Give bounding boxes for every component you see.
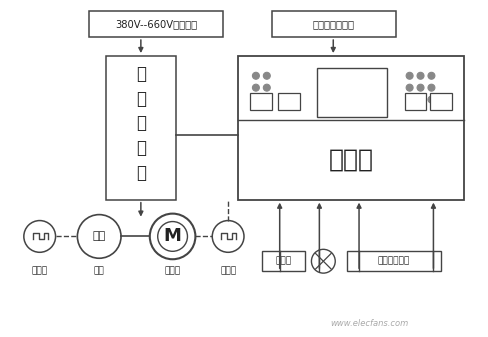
Circle shape bbox=[158, 221, 187, 251]
Circle shape bbox=[264, 72, 270, 79]
Text: 变: 变 bbox=[136, 65, 146, 83]
Circle shape bbox=[78, 215, 121, 258]
Circle shape bbox=[428, 96, 435, 103]
Bar bbox=[272, 11, 396, 37]
Circle shape bbox=[212, 221, 244, 252]
Circle shape bbox=[150, 214, 195, 259]
Text: 滚筒: 滚筒 bbox=[93, 232, 106, 241]
Circle shape bbox=[417, 84, 424, 91]
Text: www.elecfans.com: www.elecfans.com bbox=[330, 319, 408, 328]
Text: 编码器: 编码器 bbox=[220, 267, 236, 276]
Circle shape bbox=[417, 96, 424, 103]
Text: 主控台: 主控台 bbox=[328, 148, 374, 172]
Circle shape bbox=[417, 72, 424, 79]
Bar bbox=[430, 93, 452, 111]
Text: 调: 调 bbox=[136, 114, 146, 132]
Text: 柜: 柜 bbox=[136, 164, 146, 182]
Bar bbox=[278, 93, 300, 111]
Bar bbox=[347, 251, 441, 271]
Bar bbox=[250, 93, 272, 111]
Text: 速: 速 bbox=[136, 139, 146, 157]
Text: 380V--660V低压电源: 380V--660V低压电源 bbox=[115, 19, 197, 29]
Circle shape bbox=[406, 84, 413, 91]
Bar bbox=[238, 56, 464, 200]
Circle shape bbox=[24, 221, 56, 252]
Text: 液压站: 液压站 bbox=[276, 257, 292, 266]
Circle shape bbox=[428, 72, 435, 79]
Text: 编码器: 编码器 bbox=[32, 267, 48, 276]
Text: M: M bbox=[163, 227, 182, 245]
Text: 主电机: 主电机 bbox=[164, 267, 181, 276]
Circle shape bbox=[264, 84, 270, 91]
Text: 频: 频 bbox=[136, 90, 146, 108]
Circle shape bbox=[264, 96, 270, 103]
Circle shape bbox=[252, 84, 260, 91]
Text: 滚筒: 滚筒 bbox=[94, 267, 104, 276]
Circle shape bbox=[252, 96, 260, 103]
Bar bbox=[89, 11, 223, 37]
Circle shape bbox=[311, 249, 335, 273]
Circle shape bbox=[406, 96, 413, 103]
Text: 低压控制电源柜: 低压控制电源柜 bbox=[313, 19, 355, 29]
Bar bbox=[106, 56, 176, 200]
Circle shape bbox=[252, 72, 260, 79]
Circle shape bbox=[406, 72, 413, 79]
Circle shape bbox=[428, 84, 435, 91]
Bar bbox=[405, 93, 427, 111]
Bar bbox=[262, 251, 305, 271]
Text: 远方频率给定: 远方频率给定 bbox=[378, 257, 410, 266]
Bar bbox=[317, 68, 387, 117]
